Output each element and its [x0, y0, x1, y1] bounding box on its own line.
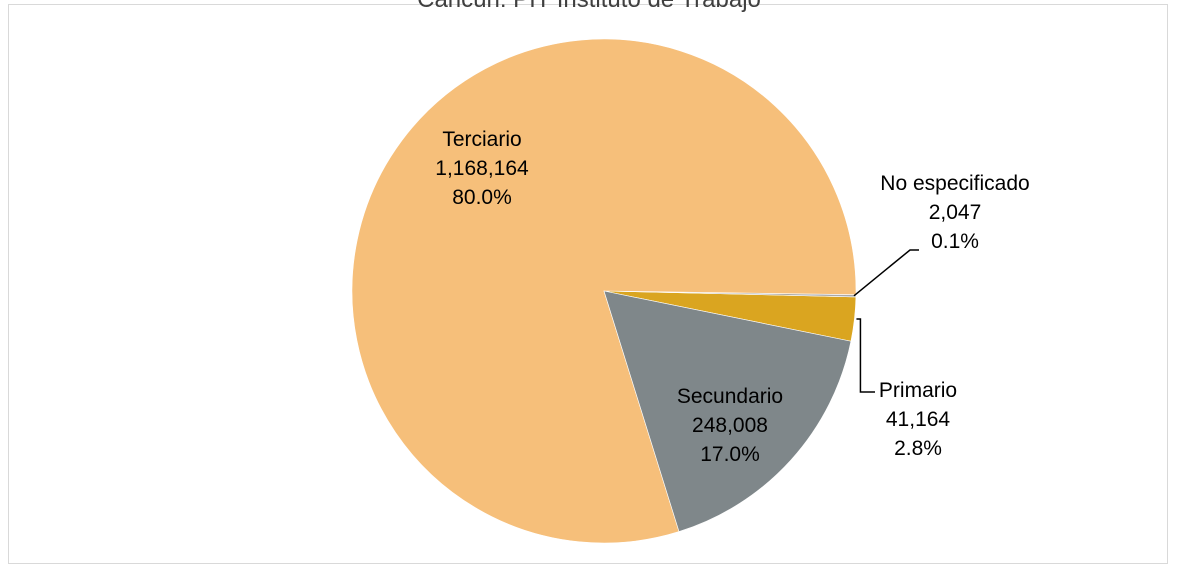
pie-slice-terciario [351, 38, 857, 544]
pie-slice-secundario [603, 290, 852, 532]
data-label-no-especificado: No especificado 2,047 0.1% [880, 172, 1029, 253]
chart-title: Cancún: PIT Instituto de Trabajo [0, 0, 1178, 14]
data-label-terciario: Terciario 1,168,164 80.0% [435, 128, 529, 209]
leader-line-primario [856, 318, 875, 393]
data-label-primario: Primario 41,164 2.8% [879, 379, 957, 460]
pie-chart: Primario 41,164 2.8% No especificado 2,047 0.… [351, 38, 1030, 544]
leader-line-no-especificado [853, 249, 919, 297]
data-label-secundario: Secundario 248,008 17.0% [677, 385, 783, 466]
